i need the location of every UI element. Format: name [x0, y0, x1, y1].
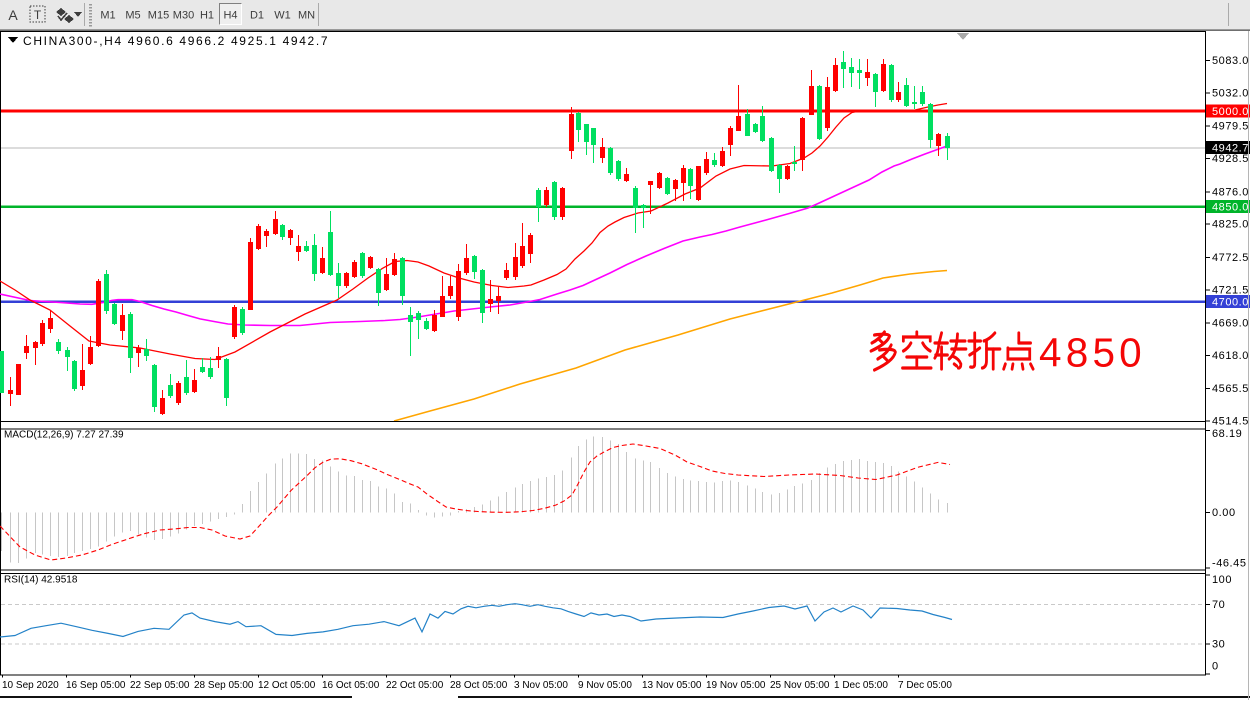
svg-text:4772.5: 4772.5	[1212, 252, 1249, 264]
svg-text:RSI(14) 42.9518: RSI(14) 42.9518	[4, 575, 78, 586]
svg-text:M1: M1	[100, 10, 115, 22]
svg-text:MN: MN	[298, 10, 315, 22]
svg-text:4876.0: 4876.0	[1212, 186, 1249, 198]
svg-text:MACD(12,26,9) 7.27 27.39: MACD(12,26,9) 7.27 27.39	[4, 430, 124, 441]
svg-text:D1: D1	[250, 10, 264, 22]
svg-text:100: 100	[1212, 574, 1232, 586]
svg-text:4825.0: 4825.0	[1212, 219, 1249, 231]
svg-text:4928.5: 4928.5	[1212, 153, 1249, 165]
svg-text:68.19: 68.19	[1212, 428, 1242, 440]
svg-text:22 Sep 05:00: 22 Sep 05:00	[130, 680, 190, 691]
svg-text:1 Dec 05:00: 1 Dec 05:00	[834, 680, 888, 691]
svg-text:4850: 4850	[1039, 330, 1146, 376]
svg-text:4979.5: 4979.5	[1212, 121, 1249, 133]
svg-text:9 Nov 05:00: 9 Nov 05:00	[578, 680, 632, 691]
svg-text:70: 70	[1212, 599, 1225, 611]
svg-text:16 Sep 05:00: 16 Sep 05:00	[66, 680, 126, 691]
svg-text:28 Oct 05:00: 28 Oct 05:00	[450, 680, 508, 691]
svg-text:13 Nov 05:00: 13 Nov 05:00	[642, 680, 702, 691]
svg-text:A: A	[8, 7, 18, 23]
svg-text:5032.0: 5032.0	[1212, 87, 1249, 99]
svg-text:22 Oct 05:00: 22 Oct 05:00	[386, 680, 444, 691]
svg-text:30: 30	[1212, 639, 1225, 651]
svg-text:T: T	[34, 8, 42, 22]
svg-text:0.00: 0.00	[1212, 507, 1236, 519]
svg-text:25 Nov 05:00: 25 Nov 05:00	[770, 680, 830, 691]
svg-text:7 Dec 05:00: 7 Dec 05:00	[898, 680, 952, 691]
svg-text:4850.0: 4850.0	[1212, 202, 1249, 214]
svg-text:-46.45: -46.45	[1212, 557, 1247, 569]
svg-text:4514.5: 4514.5	[1212, 416, 1249, 428]
svg-text:5000.0: 5000.0	[1212, 106, 1249, 118]
svg-text:M30: M30	[173, 10, 194, 22]
svg-text:19 Nov 05:00: 19 Nov 05:00	[706, 680, 766, 691]
svg-text:4565.5: 4565.5	[1212, 383, 1249, 395]
svg-text:H4: H4	[223, 10, 237, 22]
svg-text:4669.0: 4669.0	[1212, 318, 1249, 330]
svg-text:4721.5: 4721.5	[1212, 284, 1249, 296]
svg-text:28 Sep 05:00: 28 Sep 05:00	[194, 680, 254, 691]
svg-text:10 Sep 2020: 10 Sep 2020	[2, 680, 59, 691]
svg-text:12 Oct 05:00: 12 Oct 05:00	[258, 680, 316, 691]
svg-text:W1: W1	[274, 10, 291, 22]
svg-text:4618.0: 4618.0	[1212, 350, 1249, 362]
svg-text:M5: M5	[125, 10, 140, 22]
svg-text:CHINA300-,H4 4960.6 4966.2 49: CHINA300-,H4 4960.6 4966.2 4925.1 4942.7	[23, 34, 329, 48]
svg-text:M15: M15	[148, 10, 169, 22]
svg-text:4700.0: 4700.0	[1212, 297, 1249, 309]
svg-text:0: 0	[1212, 661, 1219, 673]
svg-text:H1: H1	[200, 10, 214, 22]
svg-text:5083.0: 5083.0	[1212, 55, 1249, 67]
svg-text:3 Nov 05:00: 3 Nov 05:00	[514, 680, 568, 691]
svg-text:16 Oct 05:00: 16 Oct 05:00	[322, 680, 380, 691]
svg-text:4942.7: 4942.7	[1212, 143, 1249, 155]
